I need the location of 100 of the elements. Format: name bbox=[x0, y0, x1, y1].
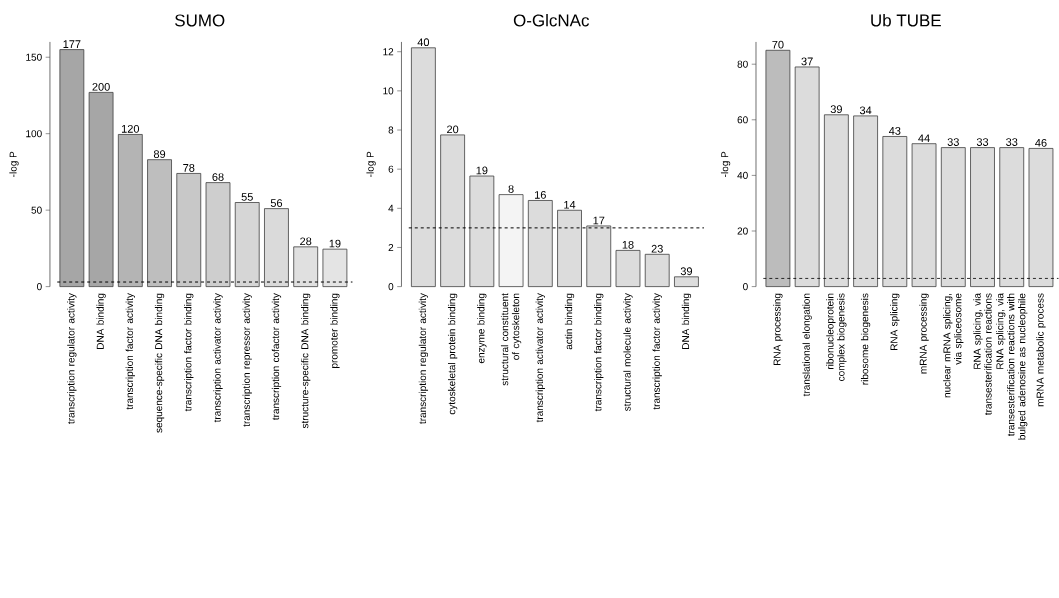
annotation: 40 bbox=[417, 38, 430, 47]
annotation: 78 bbox=[183, 163, 195, 172]
y-tick-label: 6 bbox=[388, 165, 394, 173]
x-tick-label: RNA splicing bbox=[890, 293, 900, 350]
annotation: 20 bbox=[447, 125, 459, 134]
annotation: 18 bbox=[622, 240, 634, 249]
bar bbox=[970, 147, 995, 287]
x-tick-label: transcription factor activity bbox=[125, 293, 135, 410]
y-axis-title: -log P bbox=[366, 151, 376, 177]
bar bbox=[322, 248, 348, 287]
annotation: 37 bbox=[801, 57, 813, 66]
bar bbox=[59, 49, 85, 287]
bar bbox=[557, 209, 582, 287]
y-tick-label: 50 bbox=[31, 206, 42, 214]
annotation: 46 bbox=[1035, 138, 1047, 147]
bar bbox=[644, 253, 670, 287]
y-tick-label: 4 bbox=[388, 204, 394, 212]
annotation: 89 bbox=[153, 150, 166, 158]
x-tick-label: actin binding bbox=[564, 293, 575, 350]
annotation: 8 bbox=[508, 185, 514, 193]
bar bbox=[823, 114, 849, 287]
y-tick-label: 150 bbox=[26, 53, 42, 61]
x-tick-label: transcription activator activity bbox=[213, 293, 223, 423]
bar bbox=[999, 147, 1025, 287]
chart-title: Ub TUBE bbox=[871, 13, 941, 27]
bar bbox=[264, 208, 289, 287]
bar bbox=[117, 133, 143, 287]
x-tick-label: nuclear mRNA splicing, via spliceosome bbox=[943, 293, 964, 398]
y-tick-label: 0 bbox=[36, 282, 42, 291]
bar bbox=[176, 172, 202, 287]
x-tick-label: transcription factor binding bbox=[184, 293, 194, 412]
y-tick-label: 0 bbox=[743, 282, 748, 291]
x-tick-label: enzyme binding bbox=[477, 293, 487, 364]
bar bbox=[765, 49, 791, 287]
annotation: 56 bbox=[270, 199, 283, 207]
x-tick-label: ribosome biogenesis bbox=[860, 293, 871, 385]
annotation: 28 bbox=[300, 237, 312, 246]
bar bbox=[794, 66, 820, 287]
x-tick-label: promoter binding bbox=[330, 293, 340, 368]
y-tick-label: 0 bbox=[388, 282, 394, 291]
x-tick-label: DNA binding bbox=[96, 293, 106, 349]
x-tick-label: cytoskeletal protein binding bbox=[447, 293, 458, 415]
bar bbox=[911, 143, 937, 287]
annotation: 177 bbox=[63, 40, 81, 48]
bar bbox=[469, 175, 495, 287]
x-tick-label: ribonucleoprotein complex biogenesis bbox=[826, 293, 847, 381]
y-tick-label: 8 bbox=[388, 126, 394, 134]
x-tick-label: transcription factor activity bbox=[652, 293, 662, 410]
annotation: 33 bbox=[947, 138, 959, 146]
annotation: 19 bbox=[329, 239, 341, 248]
chart-title: SUMO bbox=[175, 14, 225, 27]
x-tick-label: mRNA processing bbox=[919, 293, 929, 374]
x-tick-label: structure-specific DNA binding bbox=[301, 293, 311, 429]
bar bbox=[586, 225, 612, 287]
annotation: 43 bbox=[888, 126, 901, 135]
annotation: 55 bbox=[241, 193, 253, 201]
annotation: 200 bbox=[92, 82, 110, 91]
bar bbox=[205, 182, 231, 287]
x-tick-label: mRNA metabolic process bbox=[1036, 293, 1046, 407]
bar bbox=[853, 115, 878, 287]
x-tick-label: RNA splicing, via transesterification reactions with bulged adenosine as nucleophile bbox=[996, 292, 1028, 440]
y-tick-label: 10 bbox=[383, 87, 394, 95]
x-tick-label: DNA binding bbox=[681, 293, 692, 349]
bar bbox=[411, 47, 436, 287]
bar bbox=[527, 199, 553, 287]
y-tick-label: 100 bbox=[26, 130, 42, 138]
bar bbox=[498, 194, 524, 287]
x-tick-label: transcription repressor activity bbox=[242, 293, 252, 427]
chart-title: O-GlcNAc bbox=[513, 13, 590, 27]
y-tick-label: 80 bbox=[737, 60, 748, 68]
annotation: 33 bbox=[976, 138, 989, 146]
annotation: 33 bbox=[1006, 138, 1018, 146]
annotation: 17 bbox=[593, 216, 605, 225]
bar bbox=[882, 135, 908, 287]
x-tick-label: transcription activator activity bbox=[535, 293, 545, 423]
x-tick-label: sequence-specific DNA binding bbox=[154, 293, 165, 433]
annotation: 39 bbox=[680, 267, 693, 276]
y-tick-label: 40 bbox=[737, 171, 748, 179]
x-tick-label: transcription cofactor activity bbox=[271, 293, 282, 420]
x-tick-label: RNA processing bbox=[773, 293, 783, 365]
x-tick-label: RNA splicing, via transesterification reactions bbox=[973, 292, 992, 415]
x-tick-label: transcription factor binding bbox=[594, 293, 604, 412]
y-tick-label: 20 bbox=[737, 227, 748, 235]
bar bbox=[440, 134, 465, 287]
y-axis-title: -log P bbox=[720, 151, 731, 177]
annotation: 16 bbox=[535, 190, 546, 199]
x-tick-label: structural molecule activity bbox=[623, 293, 633, 411]
x-tick-label: transcription regulator activity bbox=[418, 293, 429, 424]
bar bbox=[147, 159, 172, 287]
y-axis-title: -log P bbox=[9, 151, 19, 177]
y-tick-label: 60 bbox=[737, 116, 748, 124]
annotation: 23 bbox=[651, 244, 663, 253]
bar bbox=[674, 276, 699, 287]
x-tick-label: transcription regulator activity bbox=[67, 293, 77, 424]
annotation: 70 bbox=[772, 40, 784, 49]
annotation: 39 bbox=[830, 105, 842, 113]
annotation: 34 bbox=[859, 106, 872, 115]
bar bbox=[293, 246, 319, 287]
annotation: 44 bbox=[918, 134, 930, 142]
annotation: 68 bbox=[212, 173, 224, 181]
